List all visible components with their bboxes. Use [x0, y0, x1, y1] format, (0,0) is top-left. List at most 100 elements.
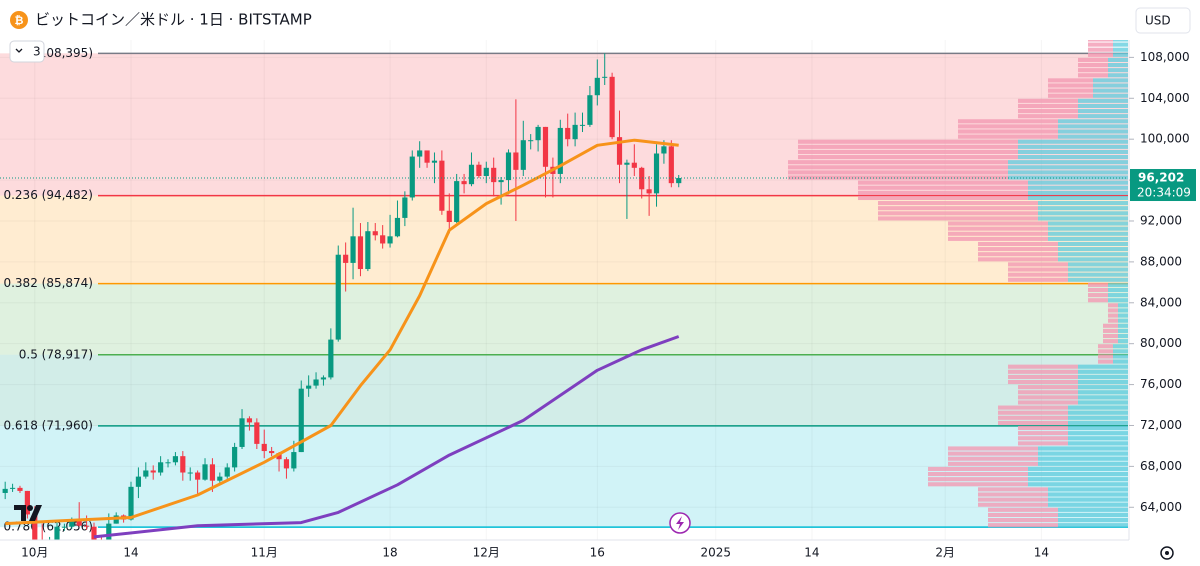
profile-down [1098, 359, 1113, 364]
profile-up [1078, 395, 1128, 400]
profile-down [1008, 277, 1068, 282]
profile-down [1108, 303, 1118, 308]
candle-body [476, 164, 482, 176]
profile-up [1078, 379, 1128, 385]
y-tick-label: 72,000 [1140, 418, 1182, 432]
candle-body [653, 153, 660, 194]
profile-up [1038, 451, 1128, 456]
axes: 10月 14 11月 18 12月 16 2025 14 2月 14 64,000 68,000 72,… [21, 50, 1196, 560]
profile-down [798, 149, 1018, 155]
profile-down [988, 507, 1058, 512]
coin-icon [10, 11, 28, 29]
profile-up [1108, 57, 1128, 62]
profile-down [1018, 114, 1078, 119]
profile-up [1058, 523, 1128, 528]
y-tick-label: 76,000 [1140, 377, 1182, 391]
profile-down [1008, 272, 1068, 277]
profile-down [798, 144, 1018, 149]
profile-up [1093, 83, 1128, 88]
profile-down [978, 252, 1058, 257]
profile-down [1088, 298, 1108, 303]
profile-up [1018, 149, 1128, 155]
profile-up [1118, 339, 1128, 344]
profile-down [878, 211, 1038, 216]
profile-down [1048, 78, 1093, 83]
candle-body [187, 472, 193, 474]
profile-down [1048, 88, 1093, 93]
profile-up [1108, 287, 1128, 293]
y-tick-label: 64,000 [1140, 500, 1182, 514]
candle-body [128, 486, 134, 520]
profile-down [1018, 425, 1068, 431]
settings-icon[interactable] [1160, 546, 1174, 560]
profile-down [1008, 262, 1068, 267]
candle-body [209, 464, 216, 481]
profile-up [1038, 216, 1128, 221]
candle-body [639, 167, 645, 190]
profile-up [1068, 425, 1128, 431]
profile-up [1078, 364, 1128, 369]
indicator-toggle[interactable] [9, 40, 45, 63]
profile-up [1028, 185, 1128, 190]
x-tick-label: 14 [1034, 546, 1049, 560]
fib-label: 0.236 (94,482) [3, 188, 93, 202]
currency-button[interactable] [1135, 7, 1191, 34]
profile-up [1058, 512, 1128, 518]
candle-body [513, 152, 519, 170]
profile-down [1078, 73, 1108, 78]
x-tick-label: 16 [590, 546, 605, 560]
candle-body [269, 451, 275, 454]
profile-down [1108, 308, 1118, 313]
profile-down [1088, 293, 1108, 298]
profile-down [1008, 369, 1078, 374]
profile-down [1088, 282, 1108, 287]
candle-body [143, 470, 149, 477]
y-tick-label: 92,000 [1140, 213, 1182, 227]
profile-up [1068, 420, 1128, 425]
candle-body [624, 162, 630, 165]
profile-down [1103, 328, 1118, 333]
profile-up [1058, 129, 1128, 134]
candle-body [579, 124, 586, 126]
profile-down [858, 195, 1028, 201]
candle-body [461, 181, 467, 185]
profile-down [978, 497, 1048, 502]
candle-body [217, 476, 223, 481]
candle-body [84, 525, 90, 527]
plot-area: 1 (108,395)0.236 (94,482)0.382 (85,874)0… [0, 37, 1128, 560]
profile-up [1048, 236, 1128, 241]
profile-up [1018, 139, 1128, 144]
profile-up [1058, 257, 1128, 262]
candle-body [491, 167, 497, 183]
profile-up [1113, 349, 1128, 354]
candle-body [528, 140, 534, 142]
chevron-icon [15, 48, 23, 53]
profile-down [1018, 400, 1078, 405]
fib-band [0, 354, 1128, 426]
profile-up [1008, 160, 1128, 165]
profile-down [1088, 47, 1113, 52]
candle-body [572, 124, 578, 140]
currency-label: USD [1145, 14, 1171, 28]
profile-up [1108, 62, 1128, 68]
x-tick-label: 11月 [251, 546, 278, 560]
candle-body [2, 488, 8, 493]
fib-label: 0.5 (78,917) [19, 347, 93, 361]
candle-body [402, 197, 408, 218]
profile-up [1093, 78, 1128, 83]
profile-down [1048, 93, 1093, 98]
candle-body [520, 140, 526, 170]
profile-up [1028, 477, 1128, 482]
profile-down [878, 206, 1038, 211]
candle-body [172, 456, 179, 463]
profile-up [1068, 410, 1128, 415]
candle-body [9, 487, 16, 489]
candle-body [17, 487, 23, 491]
moving-average [5, 138, 679, 526]
profile-up [1108, 293, 1128, 298]
profile-up [1113, 42, 1128, 47]
y-tick-label: 108,000 [1140, 50, 1190, 64]
profile-down [1103, 323, 1118, 328]
profile-down [948, 456, 1038, 461]
